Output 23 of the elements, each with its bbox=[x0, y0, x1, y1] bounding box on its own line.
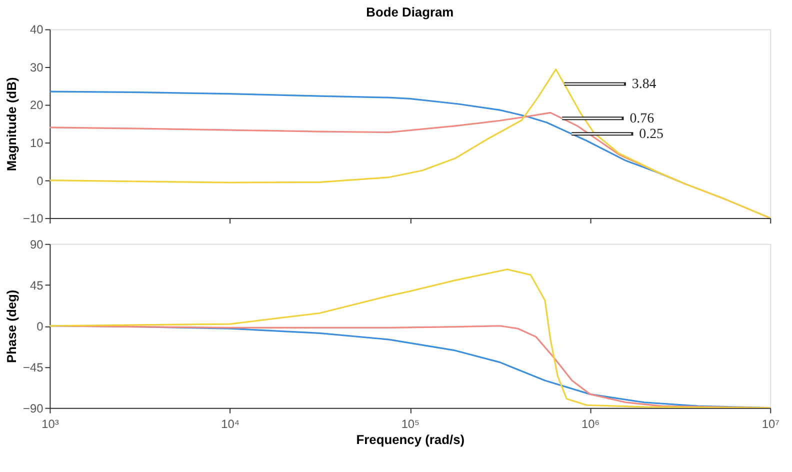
y-tick-label: 90 bbox=[30, 237, 44, 252]
y-tick-label: 0 bbox=[36, 174, 44, 188]
y-tick-label: 0 bbox=[36, 319, 44, 334]
x-tick-label: 10⁶ bbox=[581, 417, 600, 432]
y-tick-label: 20 bbox=[30, 98, 44, 112]
annotation: 0.25 bbox=[639, 126, 664, 142]
x-tick-label: 10⁷ bbox=[762, 417, 780, 432]
y-tick-label: 10 bbox=[30, 136, 44, 150]
y-tick-label: 40 bbox=[30, 22, 44, 37]
y-tick-label: 45 bbox=[30, 278, 44, 292]
x-tick-label: 10⁵ bbox=[401, 417, 420, 432]
chart-title: Bode Diagram bbox=[366, 4, 454, 20]
annotation: 3.84 bbox=[632, 76, 656, 92]
y-axis-title: Magnitude (dB) bbox=[4, 77, 20, 172]
annotation: 0.76 bbox=[630, 111, 654, 126]
x-tick-label: 10³ bbox=[42, 417, 59, 432]
y-axis-title: Phase (deg) bbox=[4, 290, 20, 363]
y-tick-label: −10 bbox=[23, 212, 44, 226]
x-tick-label: 10⁴ bbox=[221, 417, 240, 432]
y-tick-label: 30 bbox=[30, 60, 44, 74]
y-tick-label: −90 bbox=[23, 401, 44, 416]
x-axis-title: Frequency (rad/s) bbox=[356, 432, 465, 448]
y-tick-label: −45 bbox=[23, 360, 44, 374]
